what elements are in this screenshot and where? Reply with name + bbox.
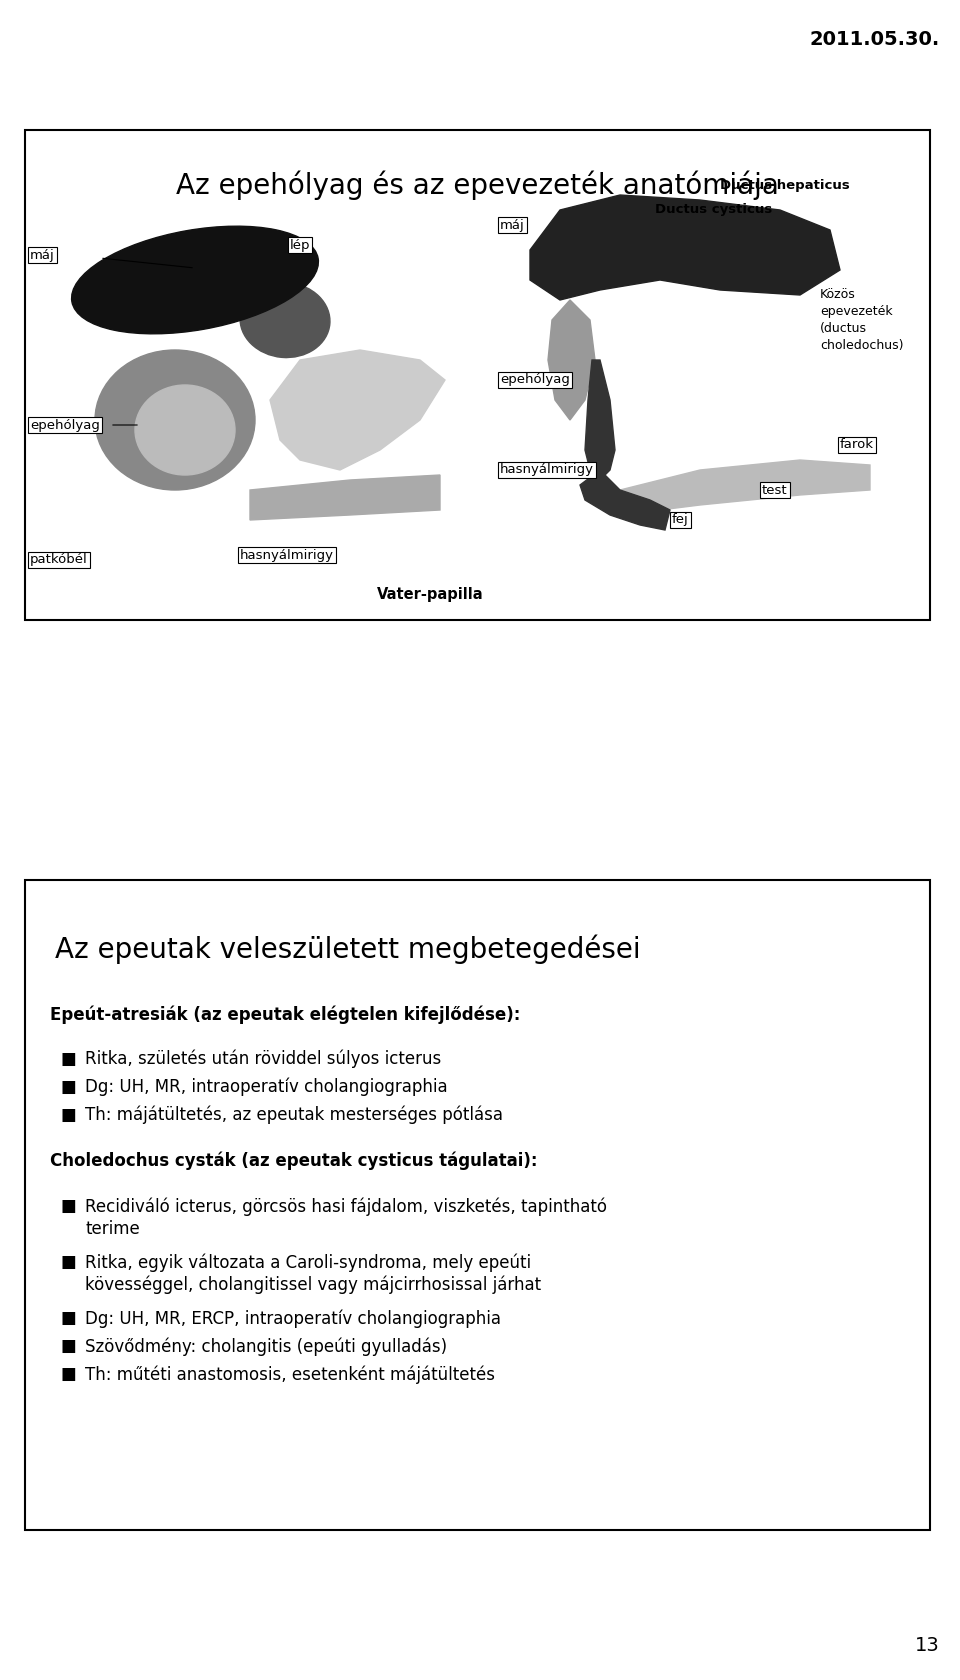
Text: Choledochus cysták (az epeutak cysticus tágulatai):: Choledochus cysták (az epeutak cysticus … [50,1152,538,1171]
Polygon shape [620,460,870,516]
Text: Ductus hepaticus: Ductus hepaticus [720,178,850,192]
Text: Az epeutak veleszületett megbetegedései: Az epeutak veleszületett megbetegedései [55,936,640,964]
Text: hasnyálmirigy: hasnyálmirigy [500,464,594,477]
Text: Ritka, egyik változata a Caroli-syndroma, mely epeúti
kövességgel, cholangitisse: Ritka, egyik változata a Caroli-syndroma… [85,1253,541,1294]
Text: ■: ■ [60,1105,76,1124]
Polygon shape [580,470,670,529]
Text: máj: máj [30,249,55,262]
Text: Ductus cysticus: Ductus cysticus [655,203,772,217]
Text: Dg: UH, MR, intraoperatív cholangiographia: Dg: UH, MR, intraoperatív cholangiograph… [85,1079,447,1097]
Text: ■: ■ [60,1079,76,1095]
Text: Az epehólyag és az epevezeték anatómiája: Az epehólyag és az epevezeték anatómiája [176,170,779,200]
Text: ■: ■ [60,1309,76,1327]
Text: Közös
epevezeték
(ductus
choledochus): Közös epevezeték (ductus choledochus) [820,287,903,353]
Polygon shape [585,360,615,480]
Text: Epeút-atresiák (az epeutak elégtelen kifejlődése):: Epeút-atresiák (az epeutak elégtelen kif… [50,1005,520,1023]
Text: Szövődmény: cholangitis (epeúti gyulladás): Szövődmény: cholangitis (epeúti gyulladá… [85,1337,447,1356]
Text: epehólyag: epehólyag [30,418,100,432]
Text: fej: fej [672,514,688,526]
Ellipse shape [240,282,330,358]
Bar [25,880,930,1530]
Text: Vater-papilla: Vater-papilla [376,588,483,603]
Text: farok: farok [840,438,874,452]
Text: epehólyag: epehólyag [500,373,570,386]
Bar [25,129,930,620]
Text: lép: lép [290,239,310,252]
Text: Th: műtéti anastomosis, esetenként májátültetés: Th: műtéti anastomosis, esetenként máját… [85,1364,495,1384]
Text: Recidiváló icterus, görcsös hasi fájdalom, viszketés, tapintható
terime: Recidiváló icterus, görcsös hasi fájdalo… [85,1196,607,1238]
Text: máj: máj [500,218,525,232]
Text: 13: 13 [915,1636,940,1655]
Text: Ritka, születés után röviddel súlyos icterus: Ritka, születés után röviddel súlyos ict… [85,1050,442,1068]
Text: patkóbél: patkóbél [30,553,87,566]
Text: ■: ■ [60,1337,76,1356]
Text: Th: májátültetés, az epeutak mesterséges pótlása: Th: májátültetés, az epeutak mesterséges… [85,1105,503,1124]
Polygon shape [250,475,440,521]
Text: ■: ■ [60,1196,76,1215]
Ellipse shape [95,349,255,491]
Text: test: test [762,484,787,497]
Ellipse shape [72,227,319,334]
Polygon shape [548,301,595,420]
Text: ■: ■ [60,1364,76,1383]
Text: Dg: UH, MR, ERCP, intraoperatív cholangiographia: Dg: UH, MR, ERCP, intraoperatív cholangi… [85,1309,501,1327]
Polygon shape [530,195,840,301]
Text: ■: ■ [60,1050,76,1068]
Text: ■: ■ [60,1253,76,1272]
Ellipse shape [135,385,235,475]
Polygon shape [270,349,445,470]
Text: hasnyálmirigy: hasnyálmirigy [240,548,334,561]
Text: 2011.05.30.: 2011.05.30. [809,30,940,49]
